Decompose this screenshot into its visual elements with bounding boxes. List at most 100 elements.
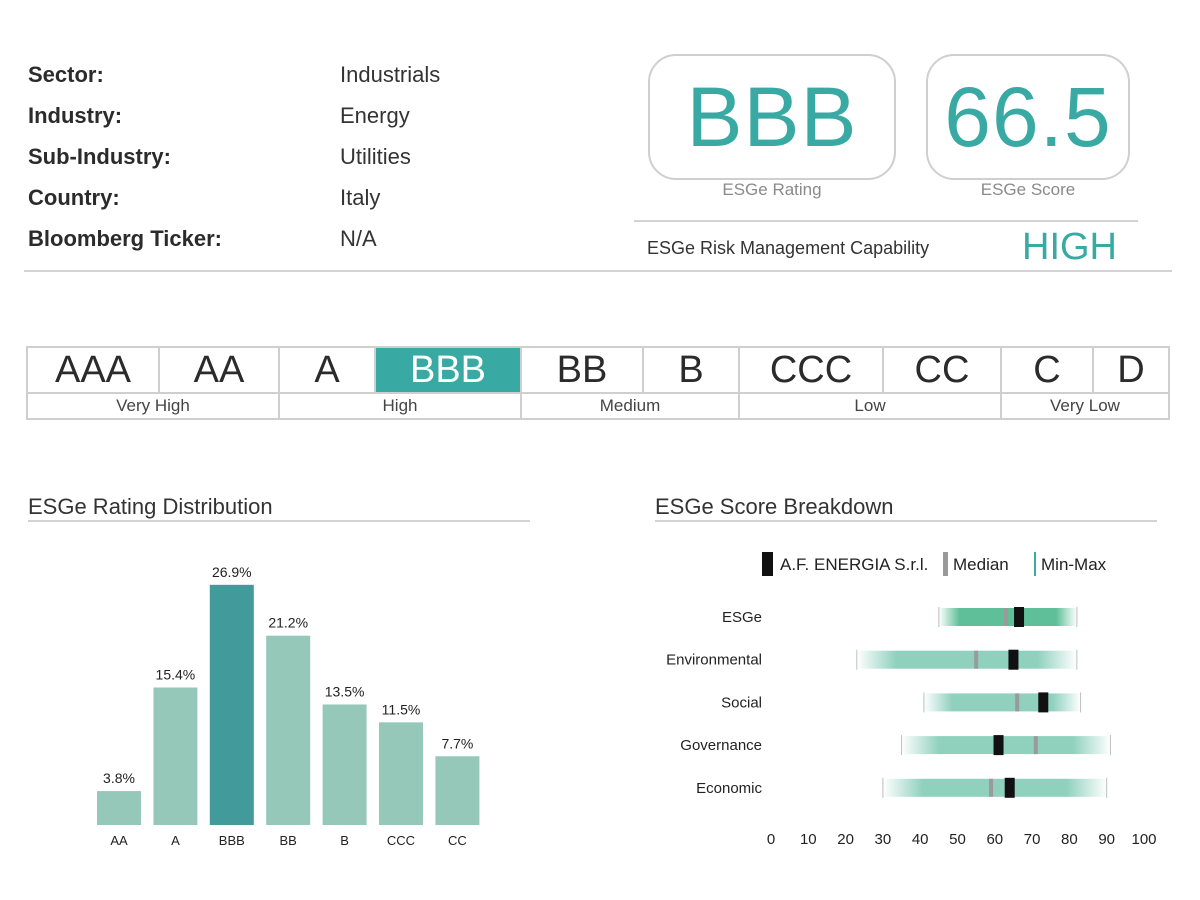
scale-group-medium: Medium — [520, 394, 738, 418]
x-tick-40: 40 — [912, 831, 929, 848]
scale-cell-c: C — [1000, 348, 1092, 392]
x-tick-20: 20 — [837, 831, 854, 848]
row-label-environmental: Environmental — [666, 652, 762, 669]
company-marker-esge — [1014, 607, 1025, 627]
range-max-cap-governance — [1109, 735, 1111, 756]
scale-group-very-low: Very Low — [1000, 394, 1168, 418]
info-row-industry: Industry: Energy — [28, 97, 628, 138]
info-value: Industrials — [340, 62, 441, 87]
company-marker-environmental — [1008, 649, 1019, 670]
info-label: Sector: — [28, 62, 104, 87]
rating-card: BBB — [648, 54, 896, 180]
row-label-governance: Governance — [680, 737, 762, 754]
median-marker-social — [1015, 693, 1020, 712]
info-label: Bloomberg Ticker: — [28, 226, 222, 251]
bar-bbb — [209, 584, 254, 825]
bar-aa — [97, 791, 141, 825]
info-row-sub-industry: Sub-Industry: Utilities — [28, 138, 628, 179]
range-band-economic — [882, 778, 1107, 797]
range-min-cap-governance — [901, 735, 903, 756]
range-max-cap-economic — [1106, 777, 1108, 798]
x-tick-ccc: CCC — [387, 833, 415, 848]
x-tick-bbb: BBB — [219, 833, 245, 848]
scale-cell-bb: BB — [520, 348, 642, 392]
bar-label-bb: 21.2% — [268, 615, 308, 631]
x-tick-70: 70 — [1024, 831, 1041, 848]
score-label: ESGe Score — [980, 180, 1076, 199]
range-min-cap-social — [923, 692, 925, 713]
company-marker-economic — [1004, 777, 1015, 798]
median-marker-esge — [1003, 608, 1008, 626]
divider — [655, 520, 1157, 522]
range-max-cap-esge — [1076, 607, 1078, 627]
x-tick-aa: AA — [110, 833, 128, 848]
median-marker-governance — [1033, 736, 1038, 755]
scale-group-high: High — [278, 394, 520, 418]
legend-median-marker — [943, 552, 948, 576]
x-tick-30: 30 — [875, 831, 892, 848]
divider — [634, 220, 1138, 222]
info-row-sector: Sector: Industrials — [28, 56, 628, 97]
x-tick-0: 0 — [767, 831, 775, 848]
score-breakdown-chart: A.F. ENERGIA S.r.l. Median Min-Max ESGe Envi… — [666, 552, 1157, 848]
company-marker-governance — [993, 735, 1004, 756]
bar-label-bbb: 26.9% — [212, 564, 252, 580]
bar-label-ccc: 11.5% — [382, 701, 421, 717]
x-tick-60: 60 — [986, 831, 1003, 848]
scale-cell-ccc: CCC — [738, 348, 882, 392]
info-value: Energy — [340, 103, 410, 128]
bar-ccc — [379, 722, 423, 825]
bar-cc — [435, 756, 480, 825]
legend-median-label: Median — [953, 555, 1009, 574]
bar-b — [322, 704, 367, 825]
rating-label: ESGe Rating — [722, 180, 822, 199]
divider — [28, 520, 530, 522]
company-marker-social — [1038, 692, 1049, 713]
x-tick-50: 50 — [949, 831, 966, 848]
scale-cell-d: D — [1092, 348, 1168, 392]
x-tick-80: 80 — [1061, 831, 1078, 848]
bar-label-aa: 3.8% — [103, 770, 135, 786]
row-label-esge: ESGe — [722, 609, 762, 626]
x-tick-100: 100 — [1131, 831, 1156, 848]
divider — [24, 270, 1172, 272]
info-label: Industry: — [28, 103, 123, 128]
bar-label-cc: 7.7% — [441, 735, 473, 751]
scale-group-very-high: Very High — [116, 396, 190, 415]
rating-distribution-chart: 3.8% AA 15.4% A 26.9% BBB 21.2% BB 13.5% B 11.5% CC… — [97, 564, 480, 848]
scale-cell-aaa: AAA — [54, 348, 132, 391]
info-value: Utilities — [340, 144, 411, 169]
info-value: Italy — [340, 185, 381, 210]
bar-bb — [266, 635, 311, 825]
row-label-social: Social — [721, 694, 762, 711]
risk-capability-value: HIGH — [1022, 226, 1117, 268]
range-band-environmental — [856, 650, 1077, 669]
x-tick-a: A — [171, 833, 180, 848]
range-min-cap-esge — [938, 607, 940, 627]
x-tick-bb: BB — [280, 833, 297, 848]
range-min-cap-environmental — [856, 649, 858, 670]
breakdown-title: ESGe Score Breakdown — [655, 494, 894, 519]
company-info: Sector: Industrials Industry: Energy Sub… — [28, 56, 628, 261]
bar-a — [153, 687, 198, 825]
range-max-cap-environmental — [1076, 649, 1078, 670]
score-card: 66.5 — [926, 54, 1130, 180]
rating-scale: AAA AA A BBB BB B CCC CC C D Very High H… — [26, 346, 1170, 420]
x-tick-10: 10 — [800, 831, 817, 848]
scale-cell-aa: AA — [158, 348, 278, 392]
scale-group-low: Low — [738, 394, 1000, 418]
info-label: Country: — [28, 185, 120, 210]
range-band-social — [923, 693, 1081, 712]
risk-capability-label: ESGe Risk Management Capability — [647, 238, 930, 258]
info-label: Sub-Industry: — [28, 144, 171, 169]
rating-scale-grades: AAA AA A BBB BB B CCC CC C D — [28, 348, 1168, 394]
legend-company-label: A.F. ENERGIA S.r.l. — [780, 555, 928, 574]
bar-label-b: 13.5% — [325, 683, 365, 699]
scale-cell-cc: CC — [882, 348, 1000, 392]
legend-company-marker — [762, 552, 773, 576]
row-label-economic: Economic — [696, 780, 762, 797]
legend-minmax-label: Min-Max — [1041, 555, 1107, 574]
rating-value: BBB — [686, 70, 858, 164]
distribution-title: ESGe Rating Distribution — [28, 494, 273, 519]
median-marker-economic — [989, 778, 994, 797]
